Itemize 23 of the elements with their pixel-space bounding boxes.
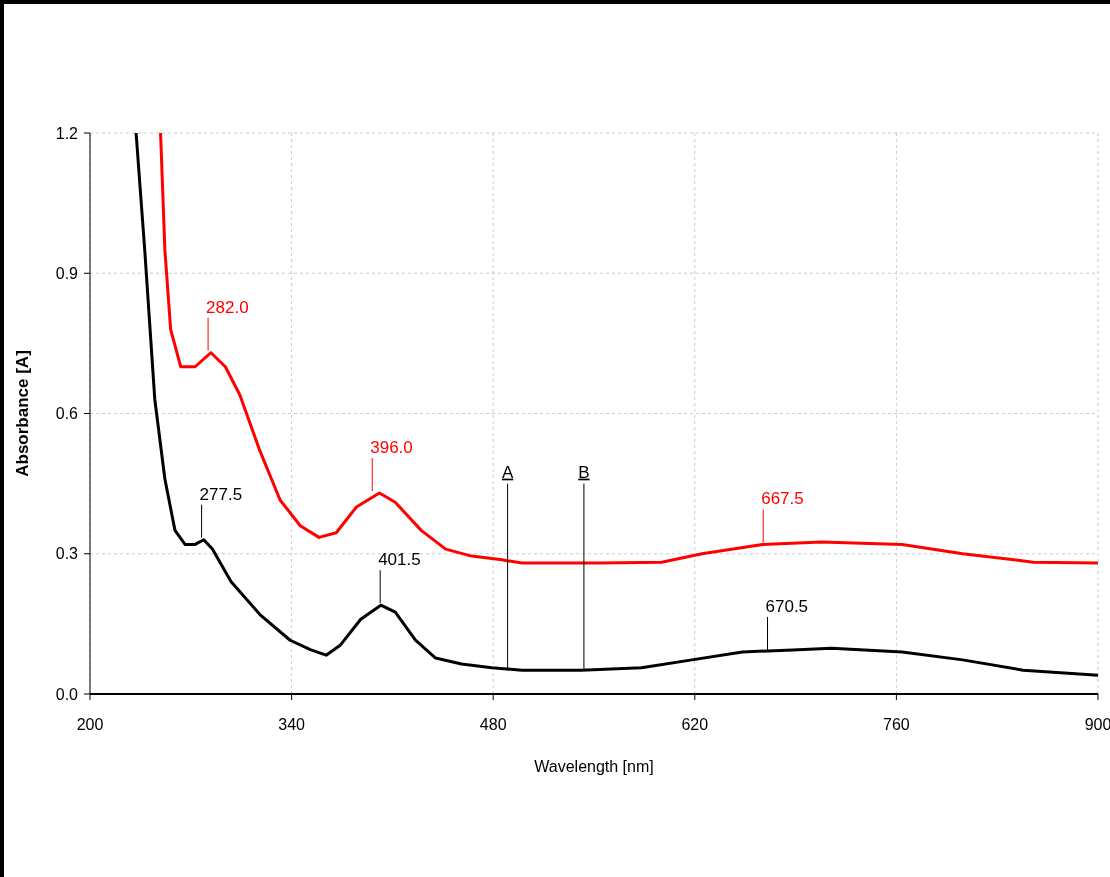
y-tick-label: 0.9 xyxy=(55,264,79,282)
x-tick-label: 200 xyxy=(76,716,104,733)
annotation: 667.5 xyxy=(761,489,804,509)
y-tick-label: 0.6 xyxy=(55,405,79,423)
annotation: 401.5 xyxy=(378,550,421,570)
ref-line-label: A xyxy=(501,462,514,482)
annotation: 282.0 xyxy=(206,297,249,317)
ref-line-label: B xyxy=(578,462,590,482)
x-tick-label: 620 xyxy=(681,716,709,733)
y-tick-label: 0.3 xyxy=(55,545,79,563)
x-tick-label: 340 xyxy=(278,716,306,733)
x-tick-label: 480 xyxy=(479,716,507,733)
line-series xyxy=(159,133,1098,565)
y-tick-label: 1.2 xyxy=(55,124,79,142)
x-tick-label: 760 xyxy=(883,716,910,733)
line-series xyxy=(134,133,1098,677)
annotation: 396.0 xyxy=(370,437,413,457)
x-tick-label: 900 xyxy=(1084,716,1110,733)
y-tick-label: 0.0 xyxy=(55,685,79,703)
y-axis-title: Absorbance [A] xyxy=(13,350,32,477)
annotation: 670.5 xyxy=(765,596,809,616)
annotation: 277.5 xyxy=(199,484,243,504)
x-axis-title: Wavelength [nm] xyxy=(534,758,654,775)
